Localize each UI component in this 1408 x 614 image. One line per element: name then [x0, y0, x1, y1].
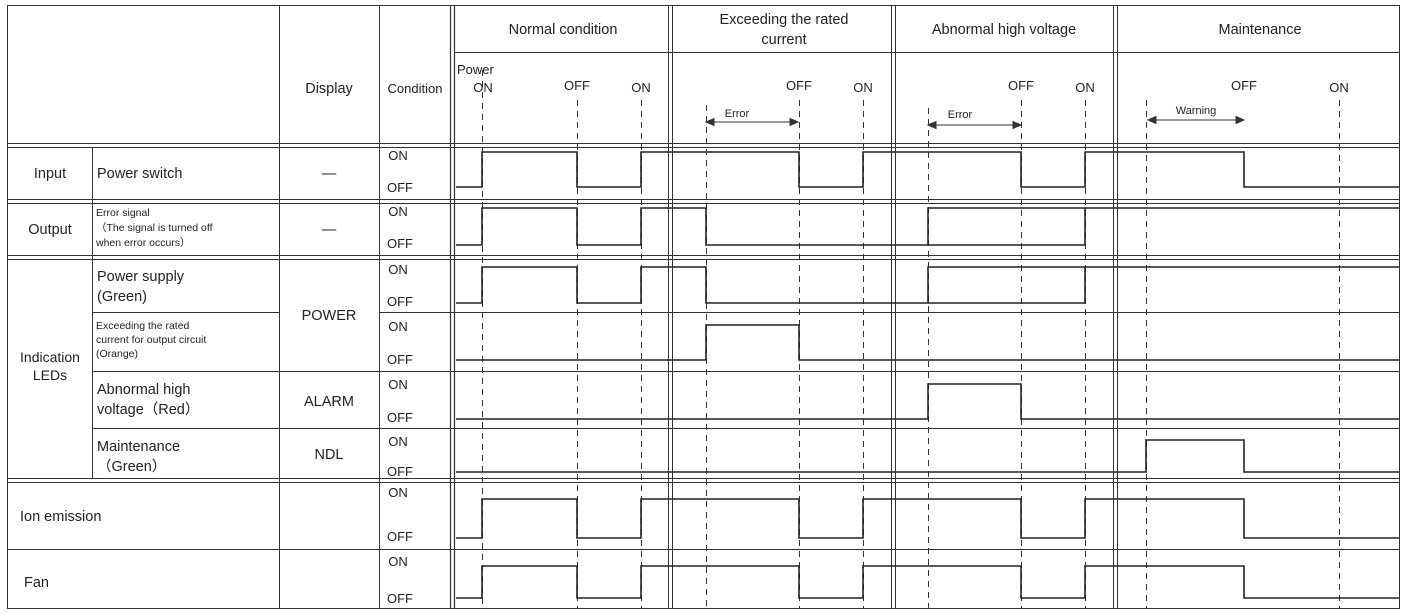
marker-maintenance-on: ON [1329, 80, 1349, 95]
phase-rated-title-line2: current [761, 32, 806, 48]
marker-normal-off: OFF [564, 78, 590, 93]
phase-maintenance-title: Maintenance [1218, 22, 1301, 38]
group-labels: Input Output Indication LEDs [20, 166, 80, 383]
condition-values: ON OFF ON OFF ON OFF ON OFF ON OFF ON OF… [387, 148, 413, 606]
cond-off-error-signal: OFF [387, 236, 413, 251]
group-output: Output [28, 222, 72, 238]
cond-on-ion-emission: ON [388, 485, 408, 500]
marker-power: Power [457, 62, 495, 77]
cond-on-power-switch: ON [388, 148, 408, 163]
voltage-error-arrow [926, 120, 1023, 130]
display-power-switch: — [322, 166, 337, 182]
row-label-maintenance-2: （Green） [97, 458, 166, 475]
marker-maintenance-off: OFF [1231, 78, 1257, 93]
waveform-exceeding-rated [456, 324, 1399, 361]
span-arrows [704, 115, 1246, 130]
row-label-power-supply-2: (Green) [97, 289, 147, 305]
header: Display Condition Normal condition Excee… [305, 12, 1349, 121]
marker-voltage-on: ON [1075, 80, 1095, 95]
marker-voltage-off: OFF [1008, 78, 1034, 93]
rated-error-label: Error [725, 108, 750, 120]
cond-off-exceeding-rated: OFF [387, 352, 413, 367]
phase-voltage-title: Abnormal high voltage [932, 22, 1076, 38]
display-ndl: NDL [314, 447, 343, 463]
marker-rated-on: ON [853, 80, 873, 95]
row-label-error-signal-1: Error signal [96, 207, 150, 219]
marker-normal-on2: ON [631, 80, 651, 95]
row-label-ion-emission: Ion emission [20, 509, 101, 525]
marker-normal-on: ON [473, 80, 493, 95]
cond-on-power-supply: ON [388, 262, 408, 277]
group-indication-line2: LEDs [33, 367, 67, 383]
voltage-error-label: Error [948, 109, 973, 121]
display-alarm: ALARM [304, 394, 354, 410]
row-label-abnormal-voltage-1: Abnormal high [97, 382, 191, 398]
rated-error-arrow [704, 117, 800, 127]
cond-off-abnormal-voltage: OFF [387, 410, 413, 425]
maintenance-warning-label: Warning [1176, 105, 1217, 117]
maintenance-warning-arrow [1146, 115, 1246, 125]
row-label-power-supply-1: Power supply [97, 269, 185, 285]
waveform-abnormal-voltage [456, 383, 1399, 420]
row-label-power-switch: Power switch [97, 166, 182, 182]
row-label-exceeding-rated-1: Exceeding the rated [96, 320, 190, 332]
cond-off-maintenance: OFF [387, 464, 413, 479]
condition-column-header: Condition [388, 81, 443, 96]
waveform-error-signal [456, 207, 1399, 246]
waveform-maintenance-led [456, 439, 1399, 473]
display-values: — — POWER ALARM NDL [302, 166, 357, 463]
cond-on-exceeding-rated: ON [388, 319, 408, 334]
cond-off-fan: OFF [387, 591, 413, 606]
cond-off-ion-emission: OFF [387, 529, 413, 544]
cond-on-abnormal-voltage: ON [388, 377, 408, 392]
display-power: POWER [302, 308, 357, 324]
row-labels: Power switch Error signal （The signal is… [20, 166, 213, 591]
phase-rated-title-line1: Exceeding the rated [720, 12, 849, 28]
row-label-exceeding-rated-3: (Orange) [96, 348, 138, 360]
row-label-error-signal-3: when error occurs） [95, 237, 191, 249]
cond-on-error-signal: ON [388, 204, 408, 219]
event-dashed-lines [482, 70, 1340, 608]
display-error-signal: — [322, 222, 337, 238]
signal-waveforms [456, 151, 1399, 599]
cond-on-maintenance: ON [388, 434, 408, 449]
display-column-header: Display [305, 81, 353, 97]
waveform-fan [456, 565, 1399, 599]
marker-rated-off: OFF [786, 78, 812, 93]
row-label-exceeding-rated-2: current for output circuit [96, 334, 206, 346]
cond-off-power-switch: OFF [387, 180, 413, 195]
waveform-power-switch [456, 151, 1399, 188]
waveform-ion-emission [456, 498, 1399, 539]
row-label-fan: Fan [24, 575, 49, 591]
row-label-maintenance-1: Maintenance [97, 439, 180, 455]
row-label-abnormal-voltage-2: voltage（Red） [97, 401, 199, 418]
group-input: Input [34, 166, 66, 182]
table-grid [7, 5, 1400, 609]
cond-on-fan: ON [388, 554, 408, 569]
row-label-error-signal-2: （The signal is turned off [96, 222, 213, 234]
group-indication-line1: Indication [20, 349, 80, 365]
cond-off-power-supply: OFF [387, 294, 413, 309]
phase-normal-title: Normal condition [509, 22, 618, 38]
waveform-power-supply [456, 266, 1399, 304]
